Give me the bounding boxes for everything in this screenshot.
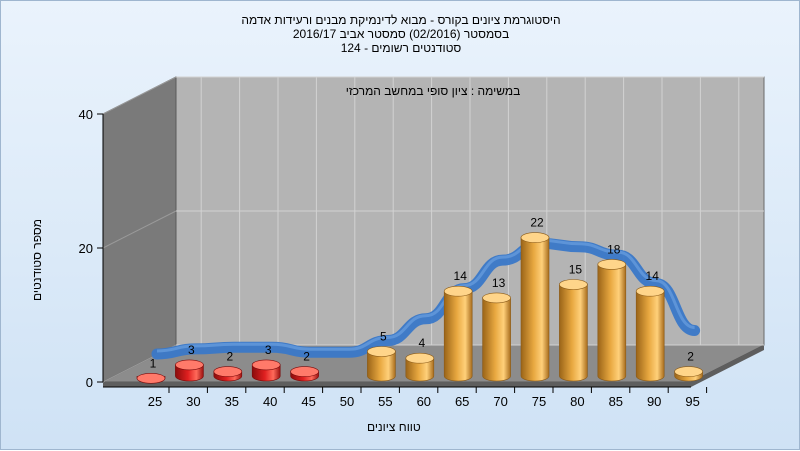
chart-title-line-2: בסמסטר (02/2016) סמסטר אביב 2016/17 bbox=[292, 27, 510, 41]
bar-top bbox=[136, 372, 166, 384]
bar-top bbox=[482, 292, 511, 304]
x-tick-label: 55 bbox=[378, 394, 392, 409]
bar-value-label: 15 bbox=[569, 263, 583, 277]
bar-65 bbox=[443, 285, 473, 382]
bar-30 bbox=[175, 359, 204, 382]
bar-body bbox=[405, 357, 435, 382]
y-tick-label: 0 bbox=[86, 375, 93, 390]
trend-curve-highlight bbox=[156, 238, 695, 353]
bar-top bbox=[290, 366, 319, 377]
bar-top bbox=[520, 232, 550, 243]
chart-title-line-1: היסטוגרמת ציונים בקורס - מבוא לדינמיקת מ… bbox=[241, 13, 561, 27]
x-tick-label: 45 bbox=[301, 394, 315, 409]
chart-floor-edge bbox=[103, 345, 764, 387]
bar-70 bbox=[482, 292, 511, 382]
bar-value-label: 14 bbox=[454, 269, 468, 283]
bar-40 bbox=[251, 359, 281, 382]
y-tick-label: 20 bbox=[79, 241, 93, 256]
y-tick-label: 40 bbox=[79, 107, 93, 122]
bar-top bbox=[443, 285, 473, 297]
bar-body bbox=[559, 284, 588, 382]
x-tick-label: 30 bbox=[186, 394, 200, 409]
grid-line-side bbox=[102, 76, 177, 115]
bar-80 bbox=[559, 279, 588, 382]
trend-curve bbox=[151, 237, 701, 360]
x-tick-label: 50 bbox=[340, 394, 354, 409]
bar-value-label: 18 bbox=[607, 242, 621, 256]
bar-25 bbox=[136, 372, 166, 384]
chart-title-line-3: סטודנטים רשומים - 124 bbox=[340, 41, 462, 55]
x-tick-label: 40 bbox=[263, 394, 277, 409]
bar-body bbox=[443, 290, 473, 382]
x-tick-label: 35 bbox=[225, 394, 239, 409]
bar-75 bbox=[520, 232, 550, 382]
bar-35 bbox=[213, 366, 243, 382]
chart-subtitle: במשימה : ציון סופי במחשב המרכזי bbox=[346, 84, 521, 98]
bar-value-label: 13 bbox=[492, 276, 506, 290]
x-tick-label: 90 bbox=[647, 394, 661, 409]
bar-top bbox=[367, 346, 396, 357]
bar-value-label: 2 bbox=[687, 350, 694, 364]
bar-45 bbox=[290, 366, 319, 382]
x-tick-label: 25 bbox=[148, 394, 162, 409]
bar-value-label: 22 bbox=[530, 216, 544, 230]
x-tick-label: 70 bbox=[493, 394, 507, 409]
bar-top bbox=[405, 352, 435, 364]
bar-top bbox=[559, 279, 588, 290]
bar-top bbox=[674, 366, 703, 377]
bar-value-label: 4 bbox=[418, 336, 425, 350]
bar-55 bbox=[367, 346, 396, 382]
grid-line-side bbox=[102, 210, 177, 249]
bar-value-label: 14 bbox=[646, 269, 660, 283]
bar-body bbox=[367, 351, 396, 382]
bar-95 bbox=[674, 366, 703, 382]
bar-top bbox=[597, 259, 627, 270]
bar-top bbox=[635, 285, 665, 297]
bar-value-label: 3 bbox=[265, 343, 272, 357]
bar-90 bbox=[635, 285, 665, 382]
bar-body bbox=[482, 297, 511, 382]
bar-top bbox=[213, 366, 243, 377]
bar-value-label: 3 bbox=[188, 343, 195, 357]
bar-85 bbox=[597, 259, 627, 382]
bar-body bbox=[597, 264, 627, 382]
bar-top bbox=[175, 359, 204, 371]
y-axis-title: מספר סטודנטים bbox=[30, 218, 45, 302]
bar-top bbox=[251, 359, 281, 371]
x-tick-label: 60 bbox=[417, 394, 431, 409]
bar-value-label: 2 bbox=[226, 350, 233, 364]
x-tick-label: 65 bbox=[455, 394, 469, 409]
bar-value-label: 1 bbox=[150, 356, 157, 370]
x-tick-label: 85 bbox=[609, 394, 623, 409]
x-axis-title: טווח ציונים bbox=[367, 420, 421, 434]
x-tick-label: 75 bbox=[532, 394, 546, 409]
bar-value-label: 5 bbox=[380, 330, 387, 344]
bar-body bbox=[635, 290, 665, 382]
x-tick-label: 95 bbox=[685, 394, 699, 409]
bar-value-label: 2 bbox=[303, 350, 310, 364]
bar-60 bbox=[405, 352, 435, 382]
x-tick-label: 80 bbox=[570, 394, 584, 409]
bar-body bbox=[520, 237, 550, 382]
